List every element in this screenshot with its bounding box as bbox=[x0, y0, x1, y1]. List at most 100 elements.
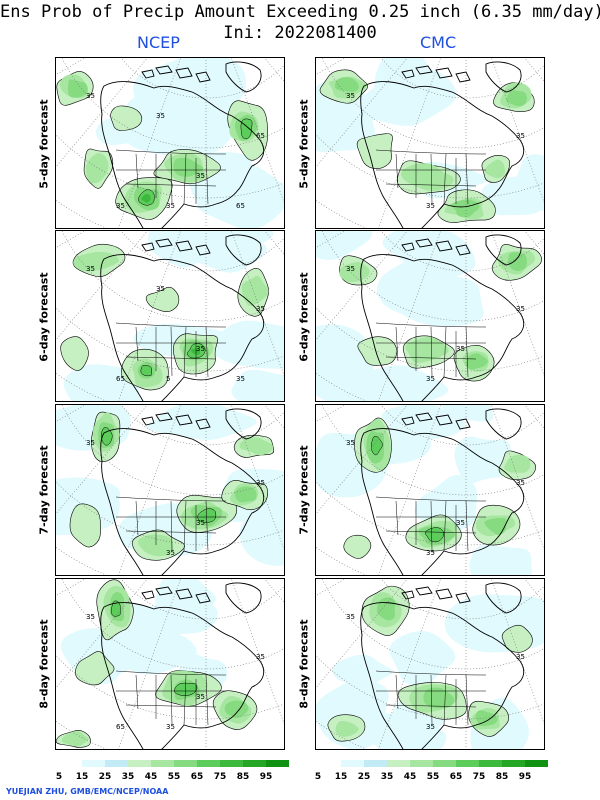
legend-color-swatch bbox=[364, 760, 387, 767]
map-panel: 35 35 65 35 35 65 35 bbox=[55, 57, 285, 229]
contour-label: 35 bbox=[256, 305, 265, 313]
legend-tick-label: 85 bbox=[496, 772, 509, 782]
legend-color-swatch bbox=[105, 760, 128, 767]
chart-title: Ens Prob of Precip Amount Exceeding 0.25… bbox=[0, 2, 600, 22]
state-borders bbox=[375, 670, 487, 726]
contour-label: 35 bbox=[346, 92, 355, 100]
probability-map: 35 35 35 35 bbox=[316, 231, 544, 401]
legend-color-swatch bbox=[433, 760, 456, 767]
contour-label: 35 bbox=[86, 265, 95, 273]
state-borders bbox=[115, 322, 227, 378]
state-borders bbox=[375, 322, 487, 378]
map-panel: 35 35 35 35 bbox=[315, 230, 545, 402]
map-panel: 35 35 35 35 65 bbox=[55, 578, 285, 750]
legend-color-swatch bbox=[174, 760, 197, 767]
legend-color-swatch bbox=[456, 760, 479, 767]
graticule bbox=[56, 58, 284, 228]
legend-tick-label: 45 bbox=[404, 772, 417, 782]
graticule bbox=[316, 579, 544, 749]
contour-label: 35 bbox=[166, 549, 175, 557]
legend-color-swatch bbox=[318, 760, 341, 767]
state-borders bbox=[115, 496, 227, 552]
row-label-5day-right: 5-day forecast bbox=[297, 99, 311, 189]
contour-label: 35 bbox=[196, 345, 205, 353]
contour-label: 35 bbox=[346, 439, 355, 447]
contour-label: 35 bbox=[516, 305, 525, 313]
coastlines bbox=[360, 408, 525, 575]
probability-regions bbox=[60, 243, 269, 391]
coastlines bbox=[100, 408, 265, 575]
map-panel: 35 35 35 bbox=[315, 578, 545, 750]
state-borders bbox=[375, 149, 487, 205]
state-borders bbox=[115, 149, 227, 205]
probability-map: 35 35 35 bbox=[316, 579, 544, 749]
legend-tick-label: 75 bbox=[473, 772, 486, 782]
probability-regions bbox=[343, 417, 537, 559]
legend-color-swatch bbox=[266, 760, 289, 767]
low-probability-shading bbox=[95, 58, 284, 228]
coastlines bbox=[360, 234, 525, 401]
contour-label: 35 bbox=[256, 653, 265, 661]
contour-label: 35 bbox=[86, 613, 95, 621]
legend-color-swatch bbox=[128, 760, 151, 767]
legend-tick-label: 35 bbox=[122, 772, 135, 782]
probability-map: 35 35 65 35 35 65 35 bbox=[56, 58, 284, 228]
contour-label: 35 bbox=[156, 285, 165, 293]
model-label-cmc: CMC bbox=[420, 33, 457, 52]
probability-regions bbox=[69, 411, 275, 561]
legend-color-swatch bbox=[151, 760, 174, 767]
legend-tick-label: 65 bbox=[450, 772, 463, 782]
probability-map: 35 35 35 35 bbox=[56, 405, 284, 575]
contour-label: 35 bbox=[166, 723, 175, 731]
legend-tick-label: 75 bbox=[214, 772, 227, 782]
legend-color-swatch bbox=[525, 760, 548, 767]
contour-label: 35 bbox=[86, 439, 95, 447]
legend-tick-label: 95 bbox=[519, 772, 532, 782]
color-legend: 5 15 25 35 45 55 65 75 85 95 5 15 25 35 45 55 65 75 85 95 bbox=[56, 760, 548, 782]
graticule bbox=[56, 405, 284, 575]
contour-label: 35 bbox=[196, 172, 205, 180]
legend-color-swatch bbox=[341, 760, 364, 767]
low-probability-shading bbox=[316, 231, 484, 401]
coastlines bbox=[100, 582, 265, 749]
row-label-8day: 8-day forecast bbox=[37, 619, 51, 709]
legend-tick-label: 5 bbox=[315, 772, 321, 782]
contour-label: 35 bbox=[166, 202, 175, 210]
legend-tick-label: 95 bbox=[260, 772, 273, 782]
contour-label: 35 bbox=[426, 549, 435, 557]
contour-label: 35 bbox=[86, 92, 95, 100]
probability-regions bbox=[319, 69, 535, 223]
contour-label: 35 bbox=[516, 653, 525, 661]
probability-map: 35 5 35 35 65 35 35 bbox=[56, 231, 284, 401]
legend-tick-label: 25 bbox=[358, 772, 371, 782]
map-panel: 35 5 35 35 65 35 35 bbox=[55, 230, 285, 402]
legend-color-swatch bbox=[502, 760, 525, 767]
map-panel: 35 35 35 bbox=[315, 57, 545, 229]
coastlines bbox=[100, 234, 265, 401]
contour-label: 65 bbox=[256, 132, 265, 140]
legend-color-swatch bbox=[82, 760, 105, 767]
contour-label: 35 bbox=[346, 613, 355, 621]
probability-regions bbox=[327, 585, 533, 742]
contour-label: 35 bbox=[196, 519, 205, 527]
contour-label: 35 bbox=[456, 345, 465, 353]
legend-color-swatch bbox=[197, 760, 220, 767]
contour-label: 65 bbox=[116, 723, 125, 731]
legend-color-swatch bbox=[479, 760, 502, 767]
contour-label: 35 bbox=[426, 723, 435, 731]
legend-tick-label: 65 bbox=[191, 772, 204, 782]
contour-label: 35 bbox=[456, 519, 465, 527]
state-borders bbox=[115, 670, 227, 726]
graticule bbox=[56, 579, 284, 749]
credit-text: YUEJIAN ZHU, GMB/EMC/NCEP/NOAA bbox=[6, 787, 169, 796]
coastlines bbox=[100, 61, 265, 228]
contour-label: 35 bbox=[516, 132, 525, 140]
row-label-8day-right: 8-day forecast bbox=[297, 619, 311, 709]
legend-tick-label: 25 bbox=[99, 772, 112, 782]
legend-color-swatch bbox=[387, 760, 410, 767]
coastlines bbox=[360, 61, 525, 228]
graticule bbox=[56, 231, 284, 401]
map-panel: 35 35 35 35 bbox=[55, 404, 285, 576]
probability-map: 35 35 35 35 bbox=[316, 405, 544, 575]
legend-tick-label: 85 bbox=[237, 772, 250, 782]
